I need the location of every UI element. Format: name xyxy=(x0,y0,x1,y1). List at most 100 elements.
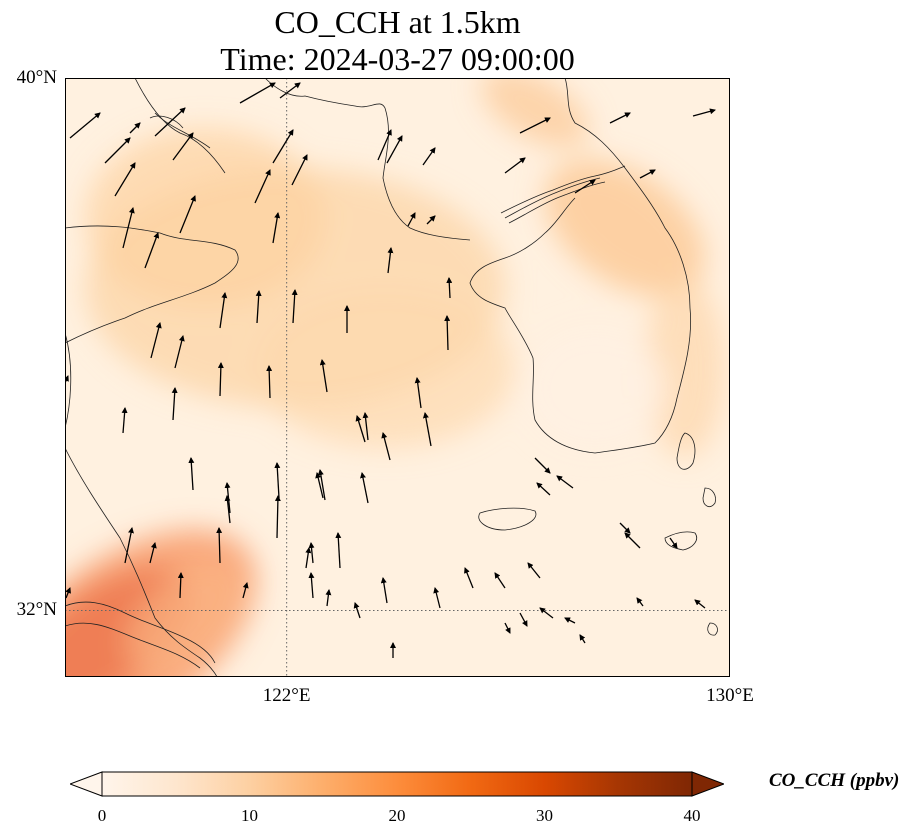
wind-arrow xyxy=(254,169,271,204)
wind-arrow xyxy=(636,597,644,607)
wind-arrow xyxy=(564,617,576,624)
map-panel[interactable] xyxy=(65,78,730,677)
wind-arrow xyxy=(619,522,631,534)
wind-arrow xyxy=(444,315,451,351)
wind-arrow xyxy=(121,407,128,434)
wind-arrow xyxy=(353,602,361,619)
colorbar-label: CO_CCH (ppbv) xyxy=(769,770,900,791)
wind-arrow xyxy=(216,527,223,564)
wind-arrow xyxy=(639,169,656,179)
wind-arrow xyxy=(308,542,315,564)
wind-arrow xyxy=(504,157,526,174)
wind-arrow xyxy=(144,232,160,269)
wind-arrow xyxy=(172,132,194,161)
wind-arrow xyxy=(69,112,101,139)
wind-arrow xyxy=(433,587,441,609)
colorbar-tick-label: 40 xyxy=(683,806,701,825)
wind-arrow xyxy=(414,377,422,409)
wind-arrow xyxy=(377,129,392,161)
wind-arrow xyxy=(325,589,332,607)
wind-arrow xyxy=(65,587,71,599)
wind-arrow xyxy=(315,472,324,499)
wind-arrow xyxy=(177,572,184,599)
wind-arrow xyxy=(171,387,178,421)
wind-arrows xyxy=(65,82,716,658)
wind-arrow xyxy=(239,82,276,104)
wind-arrow xyxy=(519,117,551,134)
wind-arrow xyxy=(305,547,312,569)
map-time: Time: 2024-03-27 09:00:00 xyxy=(220,41,575,77)
wind-arrow xyxy=(291,289,298,324)
wind-arrow xyxy=(355,415,366,443)
wind-arrow xyxy=(179,195,196,234)
wind-arrow xyxy=(279,82,301,99)
colorbar-tick-label: 10 xyxy=(241,806,258,825)
wind-arrow xyxy=(154,107,186,137)
wind-arrow xyxy=(579,634,586,644)
wind-arrow xyxy=(536,482,551,496)
colorbar-tick-label: 30 xyxy=(536,806,553,825)
wind-arrow xyxy=(669,537,678,549)
wind-arrow xyxy=(362,412,369,441)
wind-arrow xyxy=(274,495,281,539)
lat-tick-label: 32°N xyxy=(16,599,57,621)
wind-arrow xyxy=(104,137,131,164)
wind-arrow xyxy=(504,622,511,634)
wind-arrow xyxy=(464,567,474,589)
colorbar-tick-label: 0 xyxy=(97,806,107,825)
wind-arrow xyxy=(150,322,162,359)
wind-arrow xyxy=(539,607,554,619)
wind-arrow xyxy=(114,162,136,197)
wind-arrow xyxy=(242,582,249,599)
wind-arrow xyxy=(188,457,195,491)
wind-arrow xyxy=(527,562,541,579)
wind-arrow xyxy=(291,154,308,186)
wind-arrow xyxy=(534,457,551,474)
wind-arrow xyxy=(149,542,157,564)
wind-arrow xyxy=(692,108,716,117)
wind-arrow xyxy=(446,277,453,299)
wind-arrow xyxy=(122,207,135,249)
wind-arrow xyxy=(422,147,436,166)
lon-tick-label: 122°E xyxy=(262,685,311,706)
lon-tick-label: 130°E xyxy=(706,685,754,706)
wind-arrow xyxy=(609,112,631,124)
concentration-field xyxy=(65,78,725,677)
wind-arrow xyxy=(274,462,281,499)
wind-arrow xyxy=(255,290,262,324)
colorbar-extend-high xyxy=(691,771,726,797)
wind-arrow xyxy=(387,247,394,274)
wind-arrow xyxy=(217,362,224,397)
wind-arrow xyxy=(360,472,369,504)
wind-arrow xyxy=(574,179,596,194)
colorbar-extend-low xyxy=(68,771,103,797)
wind-arrow xyxy=(266,365,273,399)
wind-arrow xyxy=(381,432,391,461)
wind-arrow xyxy=(426,215,436,225)
wind-arrow xyxy=(519,612,528,627)
wind-arrow xyxy=(124,527,134,564)
wind-arrow xyxy=(556,475,574,489)
wind-arrow xyxy=(494,572,506,589)
wind-arrow xyxy=(272,129,294,164)
colorbar-gradient xyxy=(101,771,693,797)
coastlines xyxy=(65,78,718,677)
wind-arrow xyxy=(380,577,388,604)
map-title: CO_CCH at 1.5km xyxy=(274,4,521,40)
colorbar-tick-label: 20 xyxy=(388,806,406,825)
wind-arrow xyxy=(694,599,706,609)
wind-arrow xyxy=(624,532,641,549)
colorbar xyxy=(68,769,726,799)
wind-arrow xyxy=(224,495,231,524)
wind-arrow xyxy=(308,572,315,599)
wind-arrow xyxy=(386,135,403,164)
wind-arrow xyxy=(319,359,328,393)
wind-arrow xyxy=(335,532,342,569)
wind-arrow xyxy=(174,335,185,369)
wind-arrow xyxy=(407,212,416,227)
wind-arrow xyxy=(219,292,228,329)
wind-arrow xyxy=(129,122,141,134)
wind-arrow xyxy=(272,212,281,244)
lat-tick-label: 40°N xyxy=(16,67,57,88)
map-svg xyxy=(65,78,730,677)
